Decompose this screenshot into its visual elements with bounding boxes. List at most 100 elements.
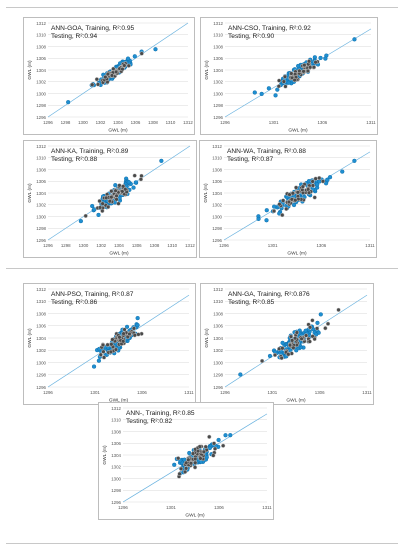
testing-point	[312, 336, 317, 342]
y-tick-label: 1298	[111, 488, 121, 493]
training-point	[352, 158, 357, 163]
testing-point	[290, 338, 295, 343]
y-tick-label: 1302	[36, 80, 46, 85]
training-point	[132, 54, 137, 59]
testing-point	[302, 63, 307, 68]
y-tick-label: 1312	[36, 144, 46, 149]
scatter-plot-svg: 1312 1310 1308 1306 1304 1302 1300 1298 12961296…	[204, 287, 372, 404]
y-tick-label: 1306	[36, 56, 46, 61]
testing-point	[107, 199, 112, 204]
x-tick-label: 1301	[269, 120, 279, 125]
testing-point	[299, 336, 304, 341]
testing-point	[311, 65, 317, 70]
testing-point	[125, 334, 130, 340]
y-tick-label: 1298	[212, 226, 222, 231]
testing-point	[108, 349, 114, 354]
x-axis-title: GWL (m)	[109, 398, 129, 404]
testing-point	[313, 176, 318, 181]
y-tick-label: 1298	[36, 373, 46, 378]
title-testing: Testing, R²:0.94	[51, 33, 98, 40]
y-tick-label: 1306	[212, 179, 222, 184]
testing-point	[184, 460, 189, 465]
y-tick-label: 1304	[111, 453, 121, 458]
testing-point	[95, 82, 101, 87]
x-tick-label: 1296	[43, 120, 53, 125]
training-point	[78, 219, 83, 224]
y-tick-label: 1308	[213, 311, 223, 316]
x-tick-label: 1296	[43, 243, 53, 248]
y-tick-label: 1306	[213, 56, 223, 61]
training-point	[327, 175, 333, 180]
y-tick-label: 1312	[36, 287, 46, 292]
y-tick-label: 1304	[36, 68, 46, 73]
testing-point	[280, 346, 285, 351]
testing-point	[121, 339, 126, 344]
testing-point	[292, 77, 297, 83]
y-tick-label: 1310	[36, 156, 46, 161]
testing-point	[176, 456, 181, 461]
testing-point	[277, 202, 282, 207]
testing-point	[110, 337, 115, 342]
title-training: ANN-WA, Training, R²:0.88	[227, 148, 306, 155]
training-point	[204, 455, 209, 460]
x-tick-label: 1311	[184, 390, 194, 395]
testing-point	[116, 201, 121, 206]
testing-point	[306, 190, 312, 195]
x-axis-title: GWL (m)	[287, 251, 307, 257]
testing-point	[221, 443, 226, 448]
y-tick-label: 1302	[111, 465, 121, 470]
y-tick-label: 1308	[36, 311, 46, 316]
testing-point	[280, 212, 285, 218]
x-axis-title: GWL (m)	[185, 513, 205, 519]
testing-point	[100, 342, 106, 348]
testing-point	[94, 77, 99, 82]
x-tick-label: 1308	[150, 243, 160, 248]
testing-point	[178, 466, 184, 471]
testing-point	[286, 352, 291, 357]
y-tick-label: 1308	[36, 167, 46, 172]
scatter-plot-svg: 1312 1310 1308 1306 1304 1302 1300 1298 12961296…	[203, 144, 375, 257]
testing-point	[109, 195, 114, 200]
testing-point	[286, 199, 292, 205]
testing-point	[106, 204, 111, 210]
title-testing: Testing, R²:0.87	[227, 156, 274, 163]
training-point	[159, 158, 164, 163]
training-point	[275, 87, 280, 92]
y-tick-label: 1304	[213, 68, 223, 73]
testing-point	[97, 205, 103, 210]
testing-point	[314, 326, 320, 331]
testing-point	[290, 191, 295, 196]
testing-point	[293, 336, 298, 341]
y-axis-title: GWL (m)	[203, 183, 209, 203]
testing-point	[198, 456, 203, 461]
training-point	[238, 372, 243, 377]
y-axis-title: GWL (m)	[27, 328, 33, 348]
testing-point	[281, 79, 286, 84]
y-tick-label: 1302	[212, 203, 222, 208]
training-point	[91, 364, 97, 369]
testing-point	[312, 195, 317, 200]
training-point	[125, 56, 131, 61]
training-point	[259, 91, 264, 97]
y-tick-label: 1298	[36, 226, 46, 231]
testing-point	[188, 461, 194, 466]
testing-point	[184, 466, 189, 471]
training-point	[267, 353, 273, 359]
training-point	[264, 208, 269, 213]
x-tick-label: 1306	[316, 243, 326, 248]
y-axis-title: GWL (m)	[27, 183, 33, 203]
testing-point	[294, 330, 300, 335]
training-point	[352, 37, 357, 42]
training-point	[133, 180, 139, 185]
testing-point	[277, 78, 282, 83]
training-point	[318, 312, 323, 317]
testing-point	[83, 213, 88, 219]
x-axis-title: GWL (m)	[288, 128, 308, 134]
testing-point	[101, 355, 107, 360]
testing-point	[300, 184, 306, 189]
y-tick-label: 1304	[212, 191, 222, 196]
x-tick-label: 1298	[61, 243, 71, 248]
training-point	[90, 203, 95, 209]
testing-point	[90, 82, 95, 87]
training-point	[340, 169, 345, 174]
